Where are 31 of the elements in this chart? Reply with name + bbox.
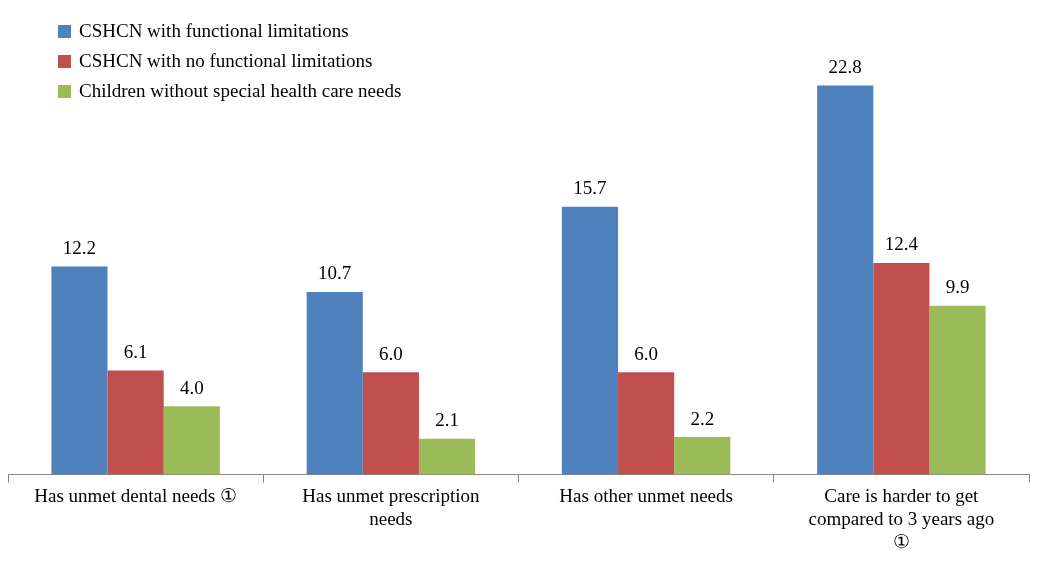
bar [418, 438, 476, 475]
bar [618, 372, 675, 475]
data-label: 12.2 [62, 236, 97, 258]
bar [107, 370, 164, 475]
data-label: 22.8 [828, 56, 862, 78]
bar [306, 292, 363, 475]
bar [817, 85, 874, 475]
data-label: 15.7 [573, 177, 607, 199]
bar [51, 266, 108, 475]
x-tick-label: Care is harder to get compared to 3 years ago ① [808, 484, 995, 552]
x-tick-label: Has unmet dental needs ① [34, 484, 237, 506]
legend-label: CSHCN with no functional limitations [79, 49, 373, 73]
data-label: 6.1 [123, 340, 148, 362]
data-label: 2.1 [435, 409, 459, 431]
x-tick-label: Has other unmet needs [559, 484, 733, 506]
data-label: 10.7 [318, 262, 352, 284]
bar [929, 305, 986, 475]
x-tick-label: Has unmet prescription needs [302, 484, 481, 529]
legend-label: CSHCN with functional limitations [79, 19, 349, 43]
data-label: 9.9 [945, 276, 970, 298]
bar [561, 206, 619, 475]
legend-label: Children without special health care needs [79, 79, 402, 103]
bar [362, 372, 419, 475]
data-label: 4.0 [179, 376, 204, 398]
data-label: 6.0 [634, 342, 658, 364]
bar [674, 437, 731, 475]
bar [163, 406, 220, 475]
data-label: 6.0 [379, 342, 403, 364]
data-label: 2.2 [690, 407, 715, 429]
data-label: 12.4 [884, 233, 919, 255]
bar [873, 263, 930, 475]
